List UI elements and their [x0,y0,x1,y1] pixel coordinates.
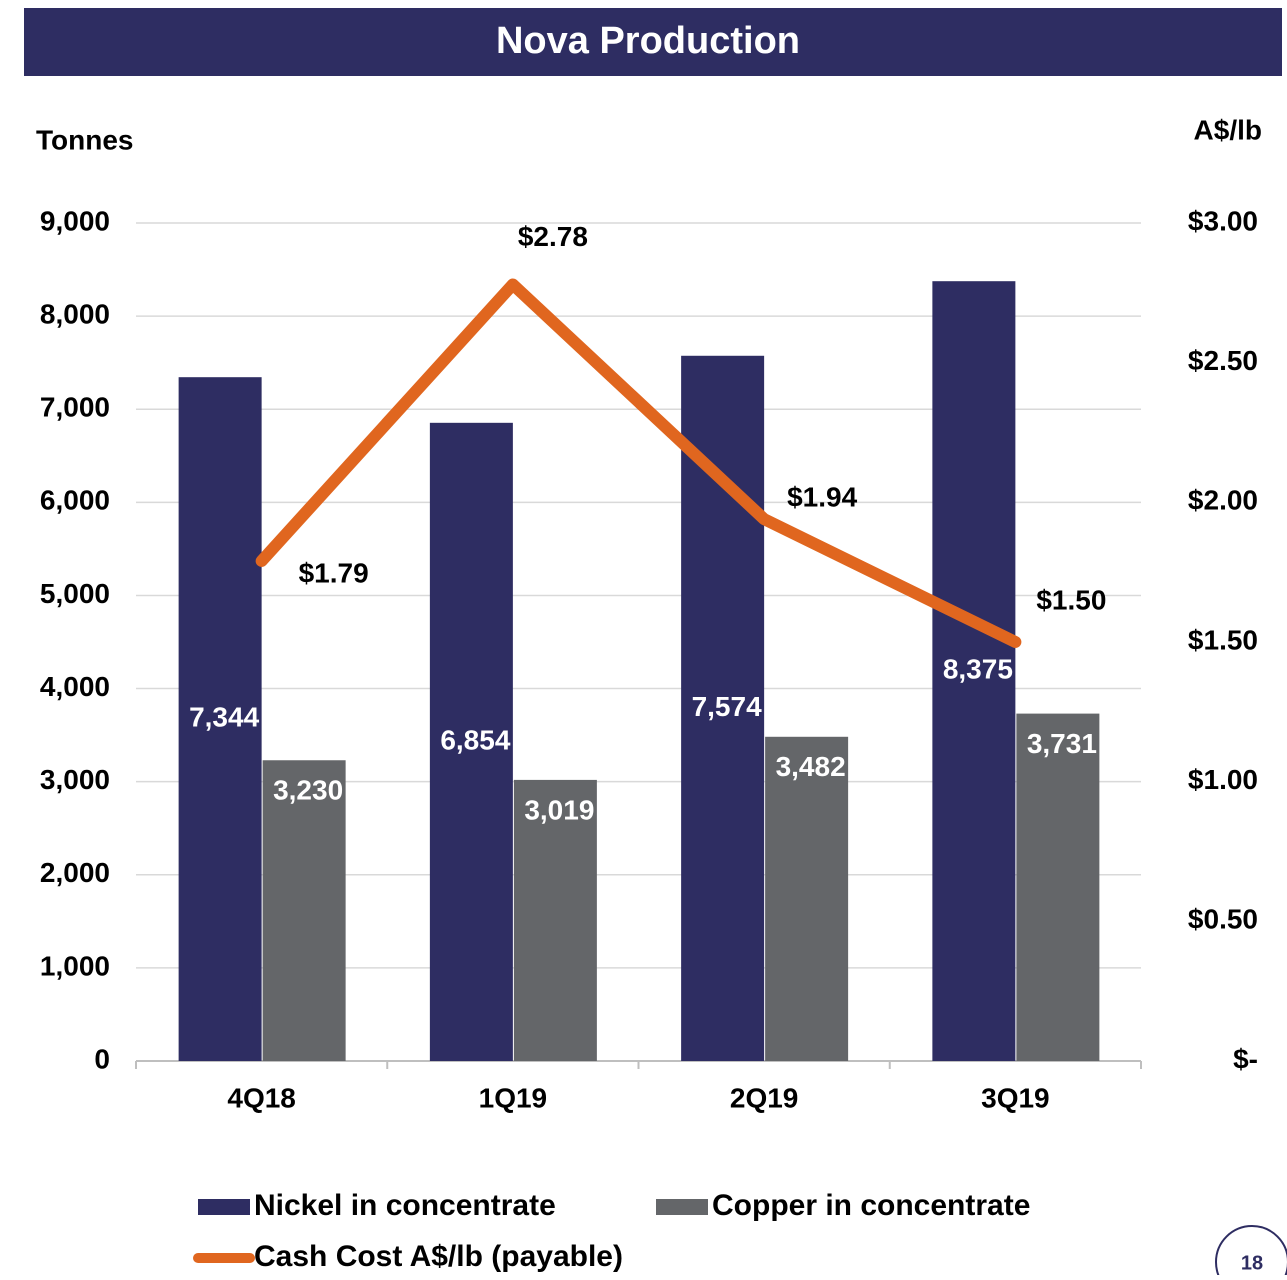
y-axis-label: Tonnes [36,124,133,155]
bar [1016,713,1100,1061]
legend-label: Copper in concentrate [712,1189,1030,1222]
y2-tick-label: $0.50 [1188,904,1258,935]
x-tick-label: 3Q19 [981,1082,1050,1113]
bar [513,779,597,1061]
y2-tick-label: $1.00 [1188,764,1258,795]
legend-swatch [656,1199,708,1215]
y-tick-label: 5,000 [40,578,110,609]
bar-value-label: 3,482 [776,751,846,782]
y-tick-label: 9,000 [40,205,110,236]
bar-value-label: 3,019 [524,794,594,825]
y2-tick-label: $- [1233,1043,1258,1074]
y2-tick-label: $1.50 [1188,624,1258,655]
y2-axis-label: A$/lb [1194,114,1262,145]
y-tick-label: 0 [94,1043,110,1074]
y2-tick-label: $2.50 [1188,345,1258,376]
chart-title: Nova Production [496,20,800,62]
x-tick-label: 1Q19 [479,1082,548,1113]
cash-cost-line [255,278,1022,648]
y-tick-label: 1,000 [40,950,110,981]
y-tick-label: 6,000 [40,485,110,516]
bar-value-label: 7,574 [692,691,762,722]
line-value-label: $2.78 [518,221,588,252]
line-value-label: $1.50 [1036,584,1106,615]
page-number: 18 [1241,1252,1263,1274]
bar-value-label: 7,344 [189,701,259,732]
x-tick-label: 4Q18 [227,1082,296,1113]
legend-swatch [198,1199,250,1215]
y-tick-label: 4,000 [40,671,110,702]
line-value-label: $1.94 [787,481,857,512]
title-banner [24,8,1282,76]
bar [765,736,849,1061]
x-tick-label: 2Q19 [730,1082,799,1113]
legend-label: Cash Cost A$/lb (payable) [254,1240,623,1273]
y2-tick-label: $3.00 [1188,205,1258,236]
bar [932,281,1016,1061]
bar-value-label: 3,230 [273,775,343,806]
bar-value-label: 6,854 [440,724,510,755]
y2-tick-label: $2.00 [1188,485,1258,516]
y-tick-label: 8,000 [40,299,110,330]
bar [178,377,262,1061]
bar [429,422,513,1062]
bar-value-label: 8,375 [943,653,1013,684]
page-badge [1215,1225,1287,1280]
legend-label: Nickel in concentrate [254,1189,556,1222]
y-tick-label: 2,000 [40,857,110,888]
line-value-label: $1.79 [299,557,369,588]
bar-value-label: 3,731 [1027,728,1097,759]
bar [262,760,346,1061]
y-tick-label: 7,000 [40,392,110,423]
y-tick-label: 3,000 [40,764,110,795]
